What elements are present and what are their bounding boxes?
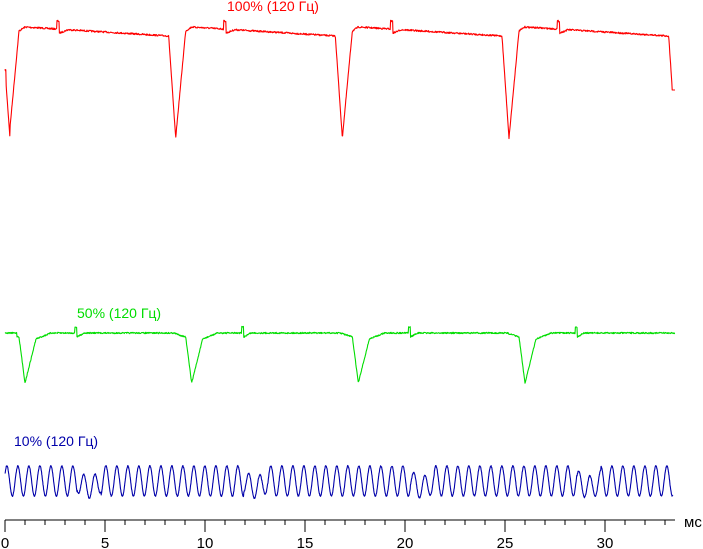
series-line-100 (4, 19, 676, 140)
series-line-50 (4, 325, 676, 384)
x-tick-label: 20 (397, 535, 414, 549)
x-tick-label: 0 (1, 535, 9, 549)
x-axis: 0 5 10 15 20 25 30 (1, 519, 675, 549)
series-labels: 100% (120 Гц) 50% (120 Гц) 10% (120 Гц) … (14, 0, 702, 531)
series-label-100: 100% (120 Гц) (227, 0, 319, 14)
x-tick-label: 5 (101, 535, 109, 549)
traces (4, 19, 676, 500)
series-line-10 (4, 464, 674, 500)
x-axis-unit: мс (684, 514, 702, 531)
x-tick-label: 30 (597, 535, 614, 549)
series-label-50: 50% (120 Гц) (77, 305, 161, 321)
x-tick-label: 10 (197, 535, 214, 549)
x-tick-label: 25 (497, 535, 514, 549)
series-label-10: 10% (120 Гц) (14, 433, 98, 449)
x-tick-label: 15 (297, 535, 314, 549)
